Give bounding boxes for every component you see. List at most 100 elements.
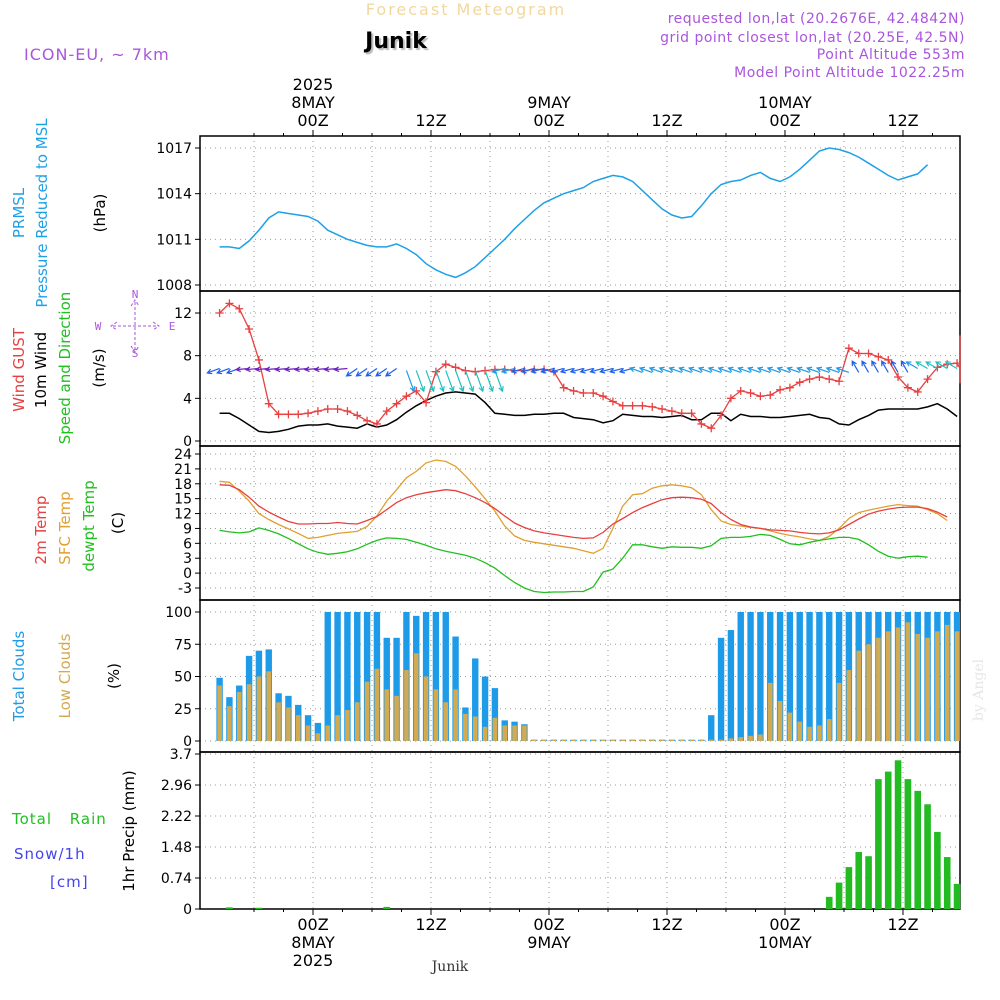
low-clouds-bar <box>492 717 498 741</box>
total-clouds-bar <box>717 637 725 741</box>
low-clouds-bar <box>433 689 439 741</box>
low-clouds-bar <box>610 739 616 741</box>
gust-marker <box>284 410 293 419</box>
wind-arrow <box>766 366 781 374</box>
wind-arrow <box>520 367 535 374</box>
ytick-label: 24 <box>174 447 192 463</box>
gust-marker <box>589 389 598 397</box>
low-clouds-bar <box>581 739 586 741</box>
gust-marker <box>392 399 401 408</box>
pressure-unit: (hPa) <box>91 194 109 233</box>
pressure-label-2: Pressure Reduced to MSL <box>33 118 51 308</box>
rain-bar <box>875 779 882 909</box>
total-clouds-bar <box>816 612 823 741</box>
low-clouds-bar <box>551 739 557 741</box>
total-rain-label: Total Rain <box>11 810 107 828</box>
low-clouds-bar <box>522 725 527 741</box>
gust-marker <box>894 373 903 381</box>
wind-arrow <box>608 367 623 374</box>
gust-marker <box>274 410 283 419</box>
low-clouds-bar <box>905 622 911 741</box>
gust-marker <box>835 377 844 386</box>
gust-marker <box>815 373 824 381</box>
ytick-label: 0.74 <box>161 871 192 887</box>
wind-arrow <box>747 366 761 374</box>
xtick-label-top: 12Z <box>651 111 682 130</box>
gust-marker <box>864 349 873 358</box>
gust-marker <box>854 349 863 358</box>
wind-arrow <box>806 366 820 374</box>
low-clouds-bar <box>935 631 940 741</box>
gust-marker <box>618 401 627 410</box>
ytick-label: 15 <box>174 492 192 508</box>
total-clouds-bar <box>432 612 440 741</box>
wind-arrow <box>648 366 663 374</box>
xtick-label-top: 8MAY <box>291 93 335 112</box>
model-label: ICON-EU, ~ 7km <box>24 45 170 64</box>
wind-arrow <box>599 367 614 374</box>
gust-marker <box>677 409 686 418</box>
gust-marker <box>402 392 411 401</box>
wind-arrow <box>881 360 889 373</box>
gust-marker <box>569 386 578 395</box>
xtick-label-top: 12Z <box>887 111 918 130</box>
low-clouds-bar <box>345 710 350 741</box>
gust-marker <box>323 405 332 413</box>
ytick-label: 2.22 <box>161 809 192 825</box>
rain-bar <box>934 831 941 909</box>
low-clouds-bar <box>246 684 252 741</box>
cloud-labels: Total Clouds Low Clouds (%) <box>10 631 123 723</box>
xtick-label-bottom: 10MAY <box>758 933 812 952</box>
total-clouds-bar <box>727 630 735 741</box>
gust-marker <box>235 304 244 313</box>
wind-arrow <box>569 367 584 374</box>
total-clouds-bar <box>757 612 764 741</box>
ytick-label: 4 <box>183 391 192 407</box>
low-clouds-bar <box>807 726 812 741</box>
gust-marker <box>648 402 657 411</box>
wind-arrow <box>638 366 653 374</box>
wind-arrow <box>589 367 604 374</box>
precip-unit: 1hr Precip (mm) <box>120 770 138 891</box>
low-clouds-bar <box>541 739 547 741</box>
low-clouds-bar <box>531 739 537 741</box>
xtick-label-top: 9MAY <box>527 93 571 112</box>
wind-arrow <box>658 366 673 374</box>
gust-marker <box>353 411 362 420</box>
gust-marker <box>451 363 460 372</box>
wind-arrow <box>435 370 445 393</box>
compass-s: S <box>132 347 139 360</box>
wind-arrow <box>415 370 426 393</box>
low-clouds-bar <box>482 726 488 741</box>
low-clouds-label: Low Clouds <box>56 633 74 718</box>
total-clouds-bar <box>806 612 813 741</box>
pressure-labels: PRMSL Pressure Reduced to MSL (hPa) <box>10 118 109 308</box>
gust-marker <box>254 355 263 364</box>
wind-arrow <box>375 367 388 377</box>
ytick-label: 2.96 <box>161 778 192 794</box>
gust-marker <box>756 392 765 401</box>
wind-arrow <box>668 366 682 374</box>
low-clouds-bar <box>787 712 793 741</box>
total-clouds-bar <box>747 612 754 741</box>
low-clouds-bar <box>394 695 399 741</box>
low-clouds-bar <box>649 739 655 741</box>
total-clouds-bar <box>363 612 371 741</box>
wind-arrow <box>786 366 800 374</box>
xtick-label-top: 12Z <box>415 111 446 130</box>
low-clouds-bar <box>895 627 901 741</box>
rain-bar <box>825 896 833 909</box>
low-clouds-bar <box>335 715 340 741</box>
gust-marker <box>953 359 962 368</box>
pressure-label-1: PRMSL <box>10 187 28 238</box>
total-clouds-bar <box>737 612 744 741</box>
total-clouds-bar <box>472 658 479 741</box>
low-clouds-bar <box>797 721 803 741</box>
wind-arrow <box>727 366 741 374</box>
gust-marker <box>333 405 342 413</box>
xtick-label-bottom: 12Z <box>651 915 682 934</box>
wind-arrow <box>579 367 594 374</box>
low-clouds-bar <box>620 739 626 741</box>
rain-bar <box>904 779 912 909</box>
